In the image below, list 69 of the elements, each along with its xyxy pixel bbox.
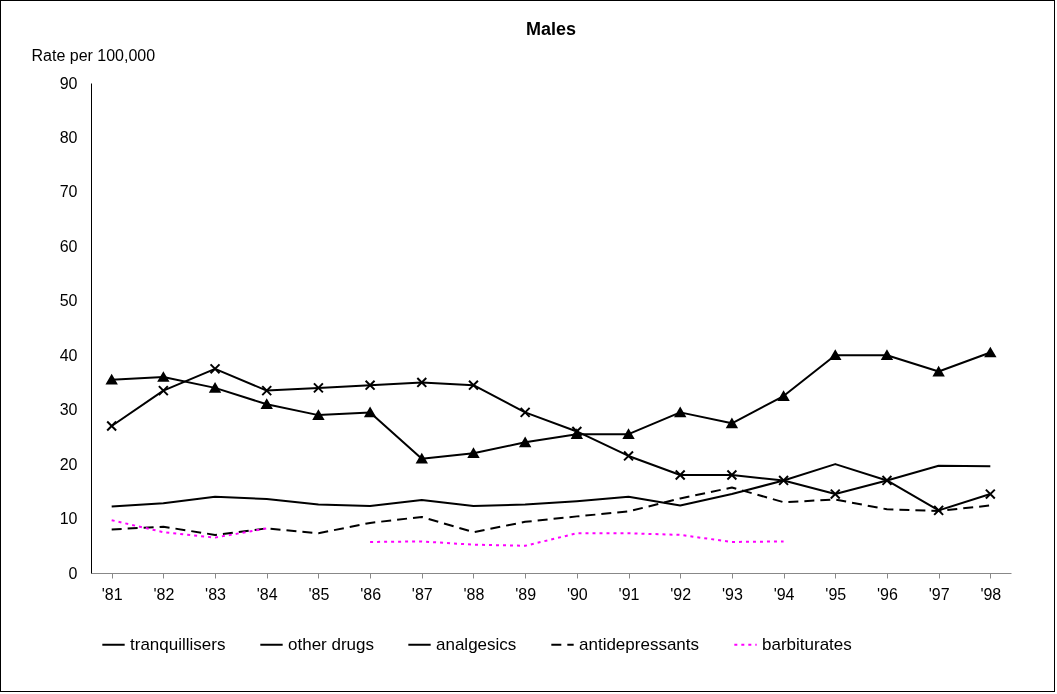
x-tick-label: '90 <box>566 585 588 603</box>
point <box>623 429 634 440</box>
point <box>881 474 893 486</box>
legend-label: tranquillisers <box>130 634 226 654</box>
y-axis-title: Rate per 100,000 <box>31 46 156 64</box>
y-tick-label: 30 <box>59 401 78 419</box>
y-tick-label: 70 <box>59 183 78 201</box>
x-tick-label: '84 <box>256 585 278 603</box>
point <box>312 410 324 420</box>
point <box>209 383 221 393</box>
point <box>416 376 428 388</box>
legend-label: other drugs <box>288 634 374 654</box>
legend-label: analgesics <box>436 634 517 654</box>
point <box>364 407 376 418</box>
x-tick-label: '93 <box>721 585 743 603</box>
x-tick-label: '91 <box>618 585 640 603</box>
legend-label: barbiturates <box>762 634 852 654</box>
x-tick-label: '94 <box>773 585 795 603</box>
point <box>881 350 893 361</box>
y-tick-label: 90 <box>59 74 78 92</box>
y-tick-label: 40 <box>59 346 78 364</box>
legend-label: antidepressants <box>579 634 700 654</box>
point <box>209 363 221 375</box>
point <box>778 474 790 486</box>
y-tick-label: 60 <box>59 237 78 255</box>
point <box>261 399 273 410</box>
point <box>106 420 118 432</box>
chart-title: Males <box>525 19 577 39</box>
point <box>519 437 531 448</box>
x-tick-label: '81 <box>101 585 123 603</box>
point <box>623 450 634 462</box>
y-tick-label: 10 <box>59 510 78 528</box>
x-tick-label: '83 <box>205 585 227 603</box>
point <box>726 418 738 429</box>
y-tick-label: 0 <box>68 564 78 582</box>
point <box>674 407 686 418</box>
point <box>933 366 945 377</box>
point <box>261 385 273 397</box>
x-tick-label: '98 <box>980 585 1002 603</box>
point <box>726 469 738 481</box>
point <box>157 372 169 382</box>
x-tick-label: '96 <box>877 585 898 603</box>
x-tick-label: '85 <box>308 585 330 603</box>
point <box>778 391 790 401</box>
point <box>364 379 376 391</box>
point <box>984 347 996 358</box>
x-tick-label: '87 <box>411 585 433 603</box>
x-tick-label: '89 <box>515 585 537 603</box>
point <box>416 453 428 464</box>
point <box>829 350 841 361</box>
point <box>468 379 479 391</box>
point <box>312 382 324 394</box>
x-tick-label: '97 <box>928 585 950 603</box>
y-tick-label: 50 <box>59 292 78 310</box>
x-tick-label: '88 <box>463 585 485 603</box>
point <box>829 488 841 500</box>
y-tick-label: 80 <box>59 128 78 146</box>
point <box>468 448 479 459</box>
point <box>933 504 945 516</box>
x-tick-label: '86 <box>360 585 382 603</box>
y-tick-label: 20 <box>59 455 78 473</box>
point <box>674 469 686 481</box>
x-tick-label: '82 <box>153 585 175 603</box>
x-tick-label: '95 <box>825 585 847 603</box>
point <box>157 385 169 397</box>
x-tick-label: '92 <box>670 585 692 603</box>
point <box>106 374 118 385</box>
point <box>984 488 996 500</box>
point <box>519 406 531 418</box>
